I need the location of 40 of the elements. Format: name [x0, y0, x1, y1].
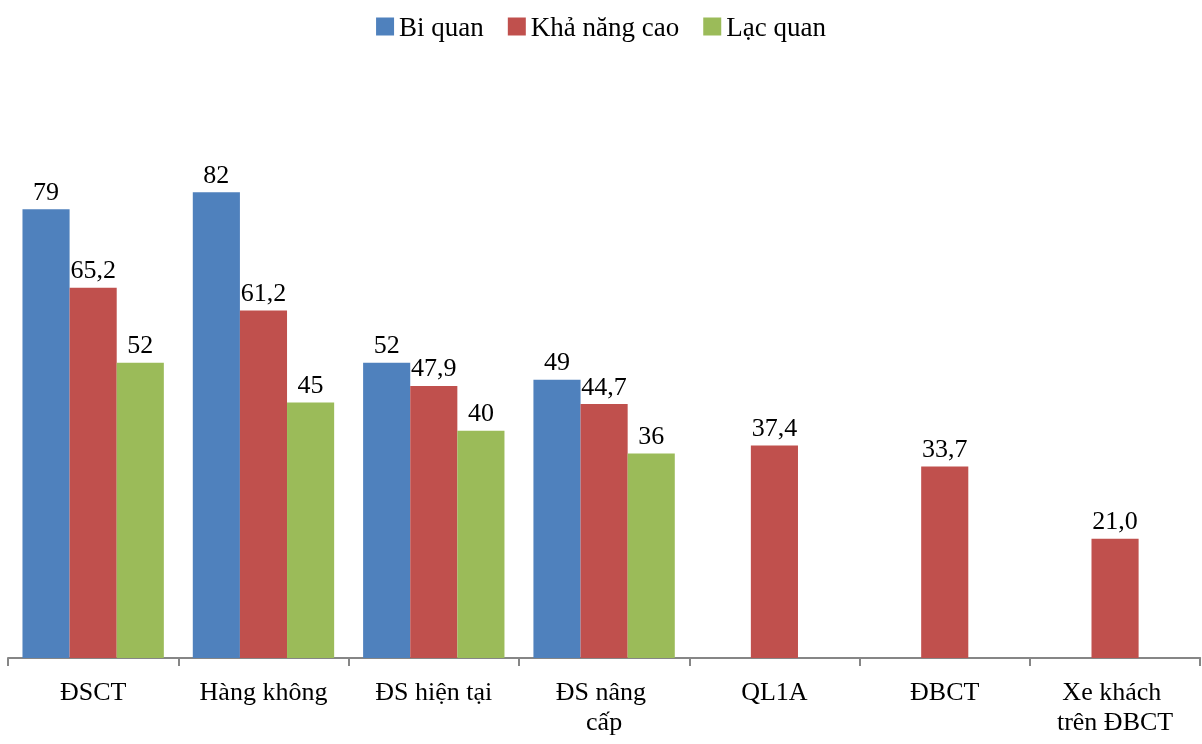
data-label: 40	[467, 398, 494, 428]
bar	[22, 209, 70, 658]
data-label: 61,2	[240, 277, 287, 307]
bar	[580, 404, 628, 658]
bar	[239, 310, 288, 658]
x-tick-label: ĐS hiện tại	[375, 676, 493, 706]
data-label: 52	[373, 330, 400, 360]
bar	[69, 287, 117, 658]
data-label: 45	[297, 369, 324, 399]
bar	[750, 445, 798, 658]
x-tick-label: ĐBCT	[910, 676, 980, 706]
bar	[192, 192, 240, 658]
bar	[363, 362, 411, 658]
bar	[533, 379, 581, 658]
data-label: 44,7	[581, 371, 627, 401]
data-label: 21,0	[1092, 506, 1138, 536]
x-tick-label: ĐS nâng cấp	[555, 676, 653, 736]
legend-label: Khả năng cao	[530, 11, 680, 42]
data-label: 37,4	[751, 413, 798, 443]
legend-label: Bi quan	[399, 11, 485, 42]
data-label: 47,9	[411, 353, 457, 383]
bar	[627, 453, 675, 658]
x-tick-label: ĐSCT	[59, 676, 127, 706]
data-label: 33,7	[921, 434, 968, 464]
data-label: 79	[33, 176, 60, 206]
x-tick-label: Hàng không	[199, 676, 328, 706]
data-label: 49	[543, 347, 570, 377]
data-label: 36	[638, 421, 665, 451]
x-tick-label: QL1A	[741, 676, 808, 706]
bar	[457, 430, 505, 658]
data-label: 52	[127, 330, 154, 360]
data-label: 82	[203, 159, 230, 189]
legend-label: Lạc quan	[726, 11, 827, 42]
bar	[410, 385, 458, 658]
bar	[1091, 538, 1139, 658]
bar	[287, 402, 335, 658]
bar	[116, 362, 164, 658]
x-tick-label: Xe khách trên ĐBCT	[1056, 676, 1174, 736]
bar	[921, 466, 969, 658]
data-label: 65,2	[70, 255, 116, 285]
